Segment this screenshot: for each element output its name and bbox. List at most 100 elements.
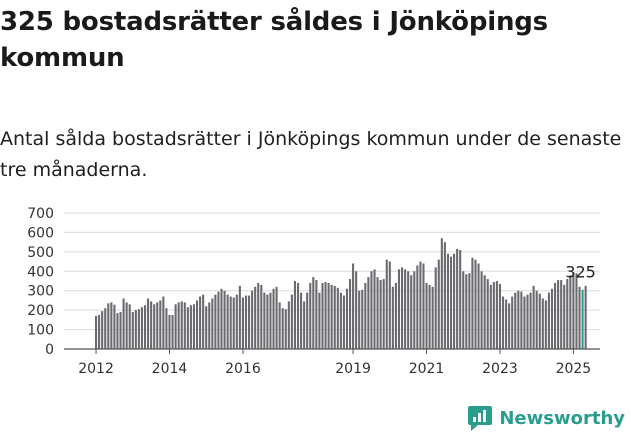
bar: [547, 292, 550, 349]
bar: [572, 272, 575, 349]
bar: [523, 296, 526, 349]
bar: [232, 297, 235, 349]
bar: [266, 294, 269, 349]
bar: [199, 296, 202, 349]
bar: [104, 308, 107, 349]
bar: [281, 308, 284, 349]
bar: [269, 292, 272, 349]
bar: [131, 312, 134, 349]
bar: [401, 267, 404, 349]
y-axis: 0 100 200 300 400 500 600 700: [27, 206, 54, 358]
bar: [554, 282, 557, 349]
bar: [566, 279, 569, 349]
bar: [192, 304, 196, 349]
y-tick-label: 0: [45, 342, 54, 358]
bar: [122, 298, 125, 349]
bar: [419, 261, 422, 349]
bar: [116, 313, 119, 349]
bar: [202, 294, 205, 349]
x-axis: 2012 2014 2016 2019 2021 2023 2025: [64, 348, 600, 377]
bar: [275, 286, 278, 349]
x-tick-label: 2016: [225, 361, 261, 377]
bar: [407, 271, 410, 349]
bar: [465, 274, 468, 349]
bar: [278, 302, 281, 349]
bar: [183, 302, 186, 349]
bar: [125, 302, 128, 349]
bar: [336, 287, 339, 349]
bar: [416, 265, 419, 349]
bar: [456, 248, 459, 349]
bar: [443, 242, 446, 349]
y-tick-label: 600: [27, 225, 54, 241]
bar: [397, 269, 401, 349]
bar: [511, 296, 514, 349]
bar: [453, 253, 456, 349]
bar: [327, 282, 330, 349]
bar: [248, 295, 251, 349]
bar: [113, 304, 116, 349]
bar: [535, 290, 538, 349]
bar: [174, 304, 177, 349]
y-tick-label: 400: [27, 264, 54, 280]
bar: [373, 269, 376, 349]
bar: [394, 282, 397, 349]
bar: [244, 295, 248, 349]
bar: [501, 296, 505, 349]
bar: [352, 263, 355, 349]
bar: [147, 298, 150, 349]
bar: [376, 277, 379, 349]
bar: [358, 290, 361, 349]
bars: [95, 238, 587, 349]
bar: [382, 279, 385, 349]
y-tick-label: 100: [27, 323, 54, 339]
bar: [385, 259, 388, 349]
bar: [153, 304, 156, 349]
bar: [575, 273, 578, 349]
bar: [505, 299, 508, 349]
bar: [318, 292, 321, 349]
bar: [538, 293, 541, 349]
bar: [410, 275, 413, 349]
bar: [379, 280, 382, 349]
bar: [306, 292, 309, 349]
bar: [422, 263, 425, 349]
bar: [459, 249, 462, 349]
bar: [272, 288, 275, 349]
bar: [107, 303, 110, 349]
bar: [526, 294, 529, 349]
bar: [474, 259, 477, 349]
bar: [569, 275, 572, 349]
bar: [489, 284, 492, 349]
brand-logo: Newsworthy: [467, 401, 625, 435]
y-tick-label: 500: [27, 245, 54, 261]
bar: [186, 307, 189, 349]
bar: [165, 308, 168, 349]
bar: [492, 281, 495, 349]
bar: [367, 277, 370, 349]
bar: [263, 292, 266, 349]
bar: [156, 302, 159, 349]
bar: [477, 263, 480, 349]
bar: [428, 284, 431, 349]
bar: [300, 292, 303, 349]
bar: [177, 302, 180, 349]
bar: [391, 286, 394, 349]
bar: [293, 281, 296, 349]
bar: [529, 292, 532, 349]
bar: [437, 259, 440, 349]
y-tick-label: 300: [27, 284, 54, 300]
bar: [388, 261, 391, 349]
bar: [211, 298, 214, 349]
annotations: 325: [565, 263, 596, 282]
bar: [578, 286, 581, 349]
bar: [517, 290, 520, 349]
bar: [101, 311, 104, 349]
bar: [290, 294, 293, 349]
bar: [339, 292, 342, 349]
bar: [226, 294, 229, 349]
bar: [143, 305, 147, 349]
bar: [486, 279, 489, 349]
bar: [471, 257, 474, 349]
